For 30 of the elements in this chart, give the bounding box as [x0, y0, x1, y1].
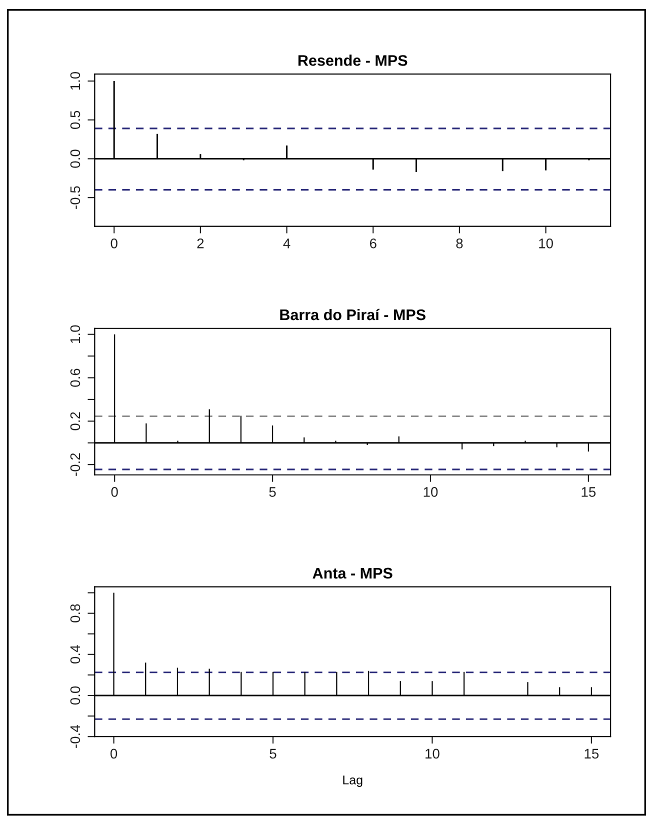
x-tick-label: 6: [370, 238, 376, 248]
x-tick-label: 0: [111, 487, 118, 497]
y-tick-label: 0.5: [70, 110, 80, 130]
x-tick-label: 4: [283, 238, 290, 248]
y-tick-label: 0.2: [70, 412, 80, 430]
x-tick-label: 2: [197, 238, 204, 248]
x-tick-label: 15: [584, 748, 599, 759]
x-tick-label: 10: [426, 748, 440, 759]
y-tick-label: 0.8: [70, 604, 80, 622]
y-tick-label: 0.4: [70, 645, 80, 664]
y-tick-label: -0.2: [70, 453, 80, 476]
y-tick-label: 1.0: [70, 325, 80, 343]
chart-title: Barra do Piraí - MPS: [280, 308, 426, 320]
chart-title: Anta - MPS: [312, 568, 392, 579]
x-tick-label: 8: [456, 238, 463, 248]
y-tick-label: 0.0: [70, 686, 80, 705]
x-tick-label: 10: [539, 238, 553, 248]
x-tick-label: 10: [424, 487, 438, 497]
x-axis-title: Lag: [343, 776, 362, 787]
x-tick-label: 15: [582, 487, 596, 497]
x-tick-label: 5: [270, 748, 276, 759]
y-tick-label: 0.0: [70, 150, 80, 168]
y-tick-label: -0.4: [70, 725, 80, 748]
y-tick-label: 1.0: [70, 72, 80, 90]
x-tick-label: 0: [110, 238, 118, 248]
y-tick-label: 0.6: [70, 368, 80, 387]
x-tick-label: 5: [269, 487, 276, 497]
y-tick-label: -0.5: [70, 186, 80, 209]
x-tick-label: 0: [110, 748, 118, 759]
chart-title: Resende - MPS: [298, 54, 408, 66]
